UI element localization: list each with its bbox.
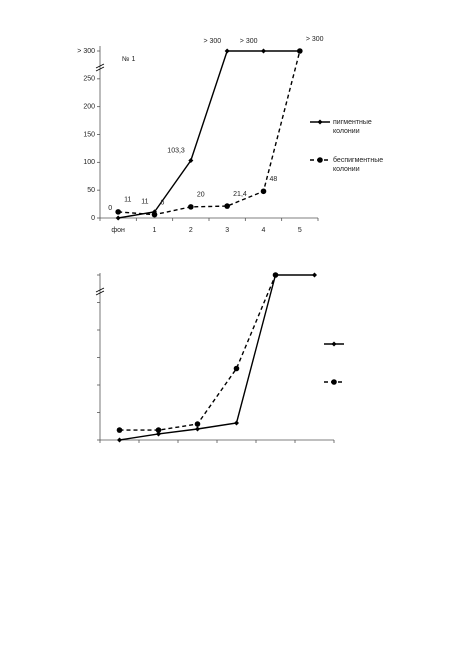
marker (331, 341, 337, 347)
marker (312, 272, 317, 278)
series-line (119, 274, 277, 431)
y-tick-label: 200 (83, 104, 95, 111)
data-label: > 300 (306, 36, 324, 43)
marker (331, 379, 337, 385)
marker (116, 427, 123, 433)
data-label: 6 (161, 200, 165, 207)
marker (317, 157, 323, 163)
marker (234, 420, 239, 426)
marker (224, 203, 230, 209)
marker (260, 188, 267, 195)
x-tick-label: 1 (153, 227, 157, 234)
data-label: 20 (197, 192, 205, 199)
marker (151, 211, 158, 218)
y-tick-label: 100 (83, 159, 95, 166)
data-label: 48 (270, 176, 278, 183)
marker (155, 427, 162, 433)
x-tick-label: 5 (298, 227, 302, 234)
legend-label: беспигментные колонии (333, 157, 384, 173)
legend-label: пигментные колонии (333, 119, 372, 135)
y-tick-label: 0 (91, 215, 95, 222)
marker (194, 421, 201, 427)
marker (317, 119, 323, 125)
data-label: 11 (141, 199, 148, 206)
x-tick-label: фон (111, 227, 125, 234)
data-label: 103,3 (167, 147, 185, 154)
x-tick-label: 4 (262, 227, 266, 234)
series-line (118, 50, 300, 219)
axis-break (95, 287, 105, 296)
marker (233, 365, 240, 372)
marker (156, 431, 161, 437)
y-tick-label: > 300 (77, 48, 95, 55)
data-label: 21,4 (233, 191, 247, 198)
series-line (119, 274, 315, 441)
data-label: > 300 (240, 38, 258, 45)
x-tick-label: 3 (225, 227, 229, 234)
y-tick-label: 250 (83, 76, 95, 83)
marker (115, 215, 121, 221)
marker (297, 48, 303, 54)
annotation: № 1 (122, 56, 135, 63)
marker (188, 157, 194, 163)
y-tick-label: 150 (83, 131, 95, 138)
marker (272, 272, 279, 278)
marker (117, 437, 122, 443)
data-label: 11 (124, 197, 131, 204)
x-tick-label: 2 (189, 227, 193, 234)
marker (195, 426, 200, 432)
axis-break (95, 63, 105, 72)
marker (188, 204, 194, 210)
marker (224, 48, 230, 54)
data-label: > 300 (203, 38, 221, 45)
marker (261, 48, 266, 54)
marker (115, 209, 121, 215)
series-line (118, 50, 301, 216)
data-label: 0 (108, 205, 112, 212)
y-tick-label: 50 (87, 187, 95, 194)
